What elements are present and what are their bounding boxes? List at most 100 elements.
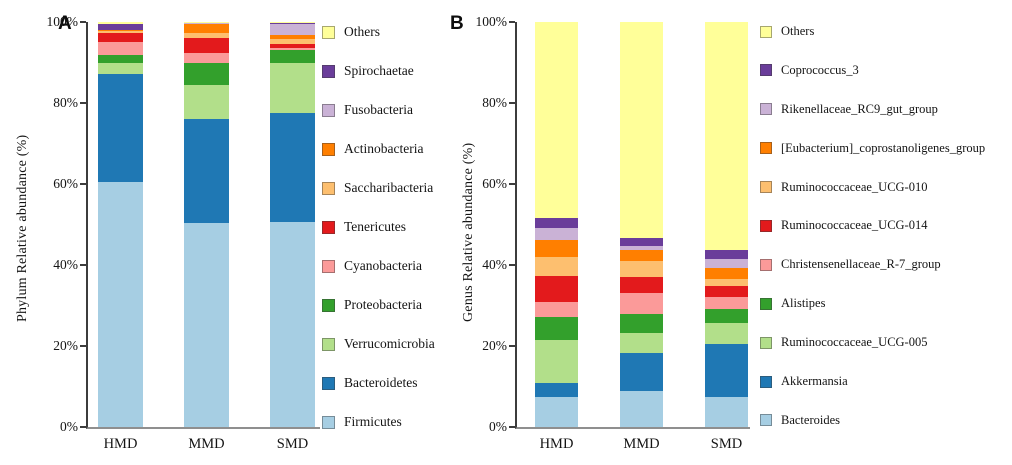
bar-segment bbox=[620, 352, 663, 391]
legend-item: Ruminococcaceae_UCG-014 bbox=[760, 218, 985, 233]
stacked-bar-smd bbox=[705, 22, 748, 427]
bar-segment bbox=[535, 218, 578, 228]
legend-swatch bbox=[760, 64, 772, 77]
bar-segment bbox=[620, 277, 663, 293]
bar-segment bbox=[270, 48, 315, 51]
bar-segment bbox=[98, 181, 143, 427]
legend-swatch bbox=[760, 297, 772, 310]
legend-label: Ruminococcaceae_UCG-014 bbox=[781, 218, 928, 233]
legend-item: Verrucomicrobia bbox=[322, 336, 435, 352]
stacked-bar-mmd bbox=[184, 22, 229, 427]
x-category-label: SMD bbox=[710, 436, 743, 452]
x-category-label: MMD bbox=[623, 436, 660, 452]
bar-segment bbox=[535, 317, 578, 341]
bar-segment bbox=[705, 259, 748, 269]
bar-segment bbox=[184, 22, 229, 23]
legend-label: Others bbox=[781, 24, 815, 38]
legend-label: Bacteroides bbox=[781, 412, 841, 427]
bar-segment bbox=[270, 63, 315, 113]
y-tick-label: 60% bbox=[53, 176, 78, 191]
bar-segment bbox=[98, 42, 143, 56]
bar-segment bbox=[184, 223, 229, 427]
bar-segment bbox=[270, 34, 315, 40]
bar-segment bbox=[535, 396, 578, 427]
legend-swatch bbox=[760, 258, 772, 271]
bar-segment bbox=[535, 227, 578, 240]
legend-swatch bbox=[760, 103, 772, 116]
legend-label: Firmicutes bbox=[344, 414, 402, 429]
legend-swatch bbox=[322, 103, 335, 117]
bar-segment bbox=[620, 333, 663, 353]
y-tick-mark bbox=[80, 345, 86, 347]
stacked-bar-hmd bbox=[535, 22, 578, 427]
bar-segment bbox=[705, 286, 748, 298]
legend-item: Tenericutes bbox=[322, 219, 435, 235]
x-category-label: HMD bbox=[539, 436, 574, 452]
bar-segment bbox=[270, 39, 315, 44]
legend-swatch bbox=[760, 25, 772, 38]
y-tick-mark bbox=[80, 426, 86, 428]
x-category-label: HMD bbox=[103, 436, 138, 452]
bar-segment bbox=[535, 383, 578, 397]
legend-label: Ruminococcaceae_UCG-005 bbox=[781, 335, 928, 350]
bar-segment bbox=[98, 24, 143, 30]
legend-item: Saccharibacteria bbox=[322, 180, 435, 196]
bar-segment bbox=[705, 297, 748, 309]
legend-label: Coprococcus_3 bbox=[781, 62, 859, 77]
y-tick-label: 40% bbox=[53, 257, 78, 272]
bar-segment bbox=[98, 30, 143, 33]
legend-swatch bbox=[322, 25, 335, 39]
legend-swatch bbox=[322, 298, 335, 312]
legend-swatch bbox=[322, 181, 335, 195]
legend-item: Others bbox=[760, 24, 985, 39]
bar-segment bbox=[620, 245, 663, 250]
legend-item: Cyanobacteria bbox=[322, 258, 435, 274]
y-tick-label: 20% bbox=[482, 338, 507, 353]
bar-segment bbox=[184, 38, 229, 54]
y-tick-mark bbox=[509, 345, 515, 347]
legend-swatch bbox=[322, 376, 335, 390]
y-tick-mark bbox=[80, 264, 86, 266]
legend-swatch bbox=[322, 220, 335, 234]
bar-segment bbox=[705, 22, 748, 250]
y-tick-label: 60% bbox=[482, 176, 507, 191]
legend-item: Ruminococcaceae_UCG-010 bbox=[760, 180, 985, 195]
legend-label: Fusobacteria bbox=[344, 102, 413, 117]
bar-segment bbox=[270, 50, 315, 64]
bar-segment bbox=[535, 22, 578, 219]
legend-swatch bbox=[760, 336, 772, 349]
bar-segment bbox=[535, 256, 578, 276]
bar-segment bbox=[184, 63, 229, 85]
panel-b-legend: Others Coprococcus_3 Rikenellaceae_RC9_gut… bbox=[760, 24, 985, 428]
panel-a-legend: Others Spirochaetae Fusobacteria Actinobact… bbox=[322, 24, 435, 430]
bar-segment bbox=[620, 292, 663, 314]
y-tick-mark bbox=[80, 21, 86, 23]
panel-a-plot-area: 0% 20% 40% 60% 80% 100% HMD MMD SMD bbox=[47, 14, 320, 452]
bar-segment bbox=[270, 43, 315, 49]
panel-b-y-axis-title: Genus Relative abundance (%) bbox=[461, 142, 476, 322]
legend-label: Alistipes bbox=[781, 296, 826, 311]
bar-segment bbox=[270, 222, 315, 427]
legend-label: Christensenellaceae_R-7_group bbox=[781, 257, 941, 272]
legend-swatch bbox=[322, 337, 335, 351]
legend-label: Actinobacteria bbox=[344, 141, 424, 156]
bar-segment bbox=[620, 390, 663, 427]
y-tick-label: 80% bbox=[482, 95, 507, 110]
bar-segment bbox=[270, 23, 315, 35]
y-tick-mark bbox=[509, 264, 515, 266]
bar-segment bbox=[620, 249, 663, 261]
legend-item: Rikenellaceae_RC9_gut_group bbox=[760, 102, 985, 117]
bar-segment bbox=[620, 260, 663, 278]
legend-item: Coprococcus_3 bbox=[760, 63, 985, 78]
y-tick-label: 100% bbox=[46, 14, 79, 29]
legend-label: Others bbox=[344, 24, 380, 39]
bar-segment bbox=[620, 237, 663, 246]
legend-swatch bbox=[760, 219, 772, 232]
y-tick-mark bbox=[80, 102, 86, 104]
stacked-bar-hmd bbox=[98, 22, 143, 427]
legend-label: Tenericutes bbox=[344, 219, 407, 234]
legend-label: Cyanobacteria bbox=[344, 258, 422, 273]
legend-item: Proteobacteria bbox=[322, 297, 435, 313]
y-tick-mark bbox=[509, 102, 515, 104]
legend-label: Akkermansia bbox=[781, 374, 848, 389]
